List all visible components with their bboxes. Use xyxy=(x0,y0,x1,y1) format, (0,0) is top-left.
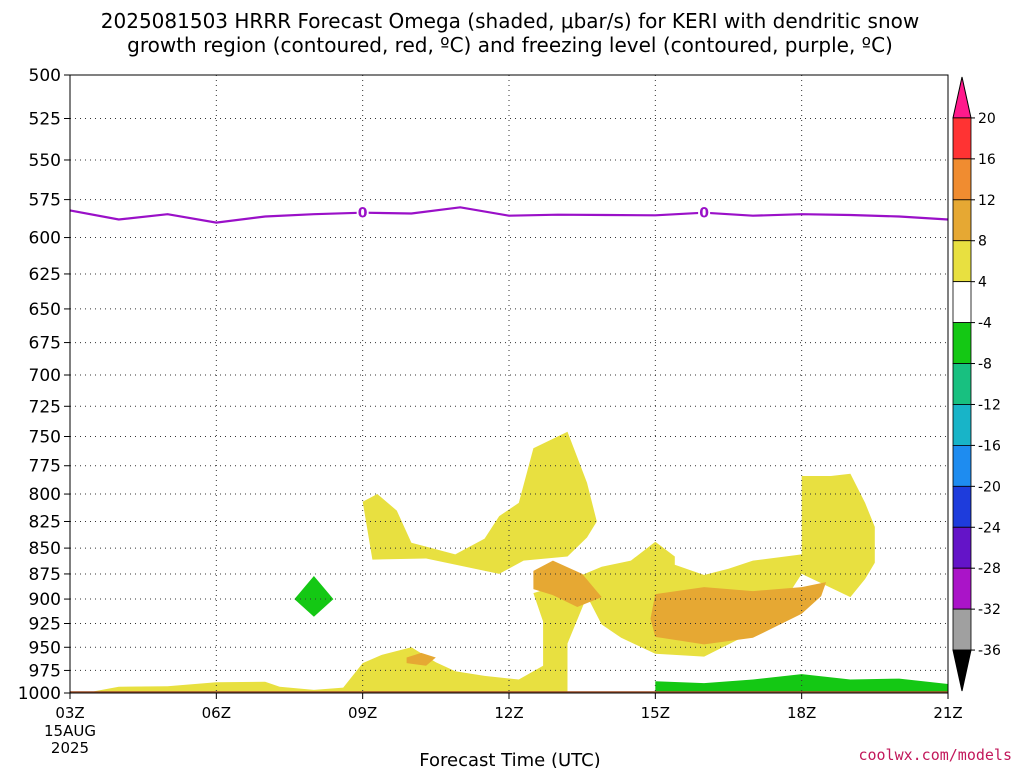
y-tick-label: 625 xyxy=(29,265,61,285)
colorbar-swatch xyxy=(952,199,972,242)
colorbar-triangle-bottom xyxy=(952,649,972,692)
freezing-label-bg xyxy=(698,204,711,221)
colorbar-label: 4 xyxy=(978,275,987,291)
colorbar-label: -36 xyxy=(978,643,1001,659)
x-tick-label: 15Z xyxy=(641,704,670,722)
terrain-band xyxy=(70,691,948,694)
y-tick-label: 900 xyxy=(29,590,61,610)
colorbar-label: -32 xyxy=(978,602,1001,618)
colorbar-swatch xyxy=(952,608,972,651)
y-tick-label: 850 xyxy=(29,539,61,559)
colorbar: 20 16 12 8 4 -4 -8 -12 -16 -20 -24 -28 -32 -36 xyxy=(952,76,1001,692)
omega-shaded-regions xyxy=(94,431,948,693)
x-tick-label: 18Z xyxy=(787,704,816,722)
colorbar-label: 20 xyxy=(978,111,996,127)
y-tick-label: 950 xyxy=(29,638,61,658)
x-tick-label: 03Z xyxy=(55,704,84,722)
colorbar-swatch xyxy=(952,240,972,283)
y-tick-label: 775 xyxy=(29,457,61,477)
x-tick-sublabel: 15AUG xyxy=(44,722,96,740)
freezing-level-line xyxy=(69,206,949,224)
grid-lines xyxy=(70,75,948,693)
y-tick-label: 550 xyxy=(29,151,61,171)
colorbar-label: 12 xyxy=(978,193,996,209)
chart-title: 2025081503 HRRR Forecast Omega (shaded, … xyxy=(101,9,919,57)
colorbar-swatch xyxy=(952,158,972,201)
colorbar-label: -20 xyxy=(978,479,1001,495)
y-tick-label: 925 xyxy=(29,614,61,634)
colorbar-label: -8 xyxy=(978,357,992,373)
colorbar-swatch xyxy=(952,567,972,610)
surface-terrain xyxy=(70,691,948,694)
y-tick-label: 700 xyxy=(29,366,61,386)
y-tick-label: 525 xyxy=(29,110,61,130)
x-axis-label: Forecast Time (UTC) xyxy=(419,750,600,768)
y-tick-label: 875 xyxy=(29,565,61,585)
colorbar-swatch xyxy=(952,281,972,323)
y-tick-label: 600 xyxy=(29,229,61,249)
colorbar-swatch xyxy=(952,322,972,364)
colorbar-swatch xyxy=(952,485,972,528)
source-credit: coolwx.com/models xyxy=(858,746,1012,764)
omega-region-4 xyxy=(406,652,436,666)
title-line-1: 2025081503 HRRR Forecast Omega (shaded, … xyxy=(101,9,919,33)
x-tick-label: 21Z xyxy=(933,704,962,722)
title-line-2: growth region (contoured, red, ºC) and f… xyxy=(127,33,893,57)
y-tick-label: 675 xyxy=(29,334,61,354)
pressure-axis: 500 525 550 575 600 625 650 675 700 725 750 775 800 8… xyxy=(18,66,70,704)
colorbar-label: -24 xyxy=(978,520,1001,536)
freezing-level-label: 0 xyxy=(358,206,368,222)
y-tick-label: 500 xyxy=(29,66,61,86)
colorbar-label: -4 xyxy=(978,316,992,332)
freezing-level-label: 0 xyxy=(699,206,709,222)
omega-region-2 xyxy=(533,560,602,607)
colorbar-label: -12 xyxy=(978,397,1001,413)
y-tick-label: 750 xyxy=(29,428,61,448)
colorbar-label: -28 xyxy=(978,561,1001,577)
y-tick-label: 650 xyxy=(29,300,61,320)
colorbar-label: 16 xyxy=(978,152,996,168)
x-tick-label: 12Z xyxy=(494,704,523,722)
y-tick-label: 975 xyxy=(29,661,61,681)
omega-region-1 xyxy=(362,431,597,574)
x-tick-sublabel: 2025 xyxy=(51,739,89,757)
omega-region-5 xyxy=(294,576,334,617)
y-tick-label: 1000 xyxy=(18,684,61,704)
omega-region-6 xyxy=(655,674,948,693)
colorbar-swatch xyxy=(952,526,972,569)
colorbar-swatch xyxy=(952,363,972,405)
colorbar-swatch xyxy=(952,444,972,487)
colorbar-swatch xyxy=(952,404,972,446)
colorbar-triangle-top xyxy=(952,76,972,119)
colorbar-label: -16 xyxy=(978,438,1001,454)
y-tick-label: 725 xyxy=(29,397,61,417)
omega-region-3 xyxy=(650,582,827,645)
x-tick-label: 06Z xyxy=(202,704,231,722)
x-tick-label: 09Z xyxy=(348,704,377,722)
y-tick-label: 575 xyxy=(29,191,61,211)
y-tick-label: 825 xyxy=(29,512,61,532)
freezing-label-bg xyxy=(356,204,369,221)
colorbar-label: 8 xyxy=(978,234,987,250)
colorbar-swatch xyxy=(952,117,972,160)
y-tick-label: 800 xyxy=(29,485,61,505)
